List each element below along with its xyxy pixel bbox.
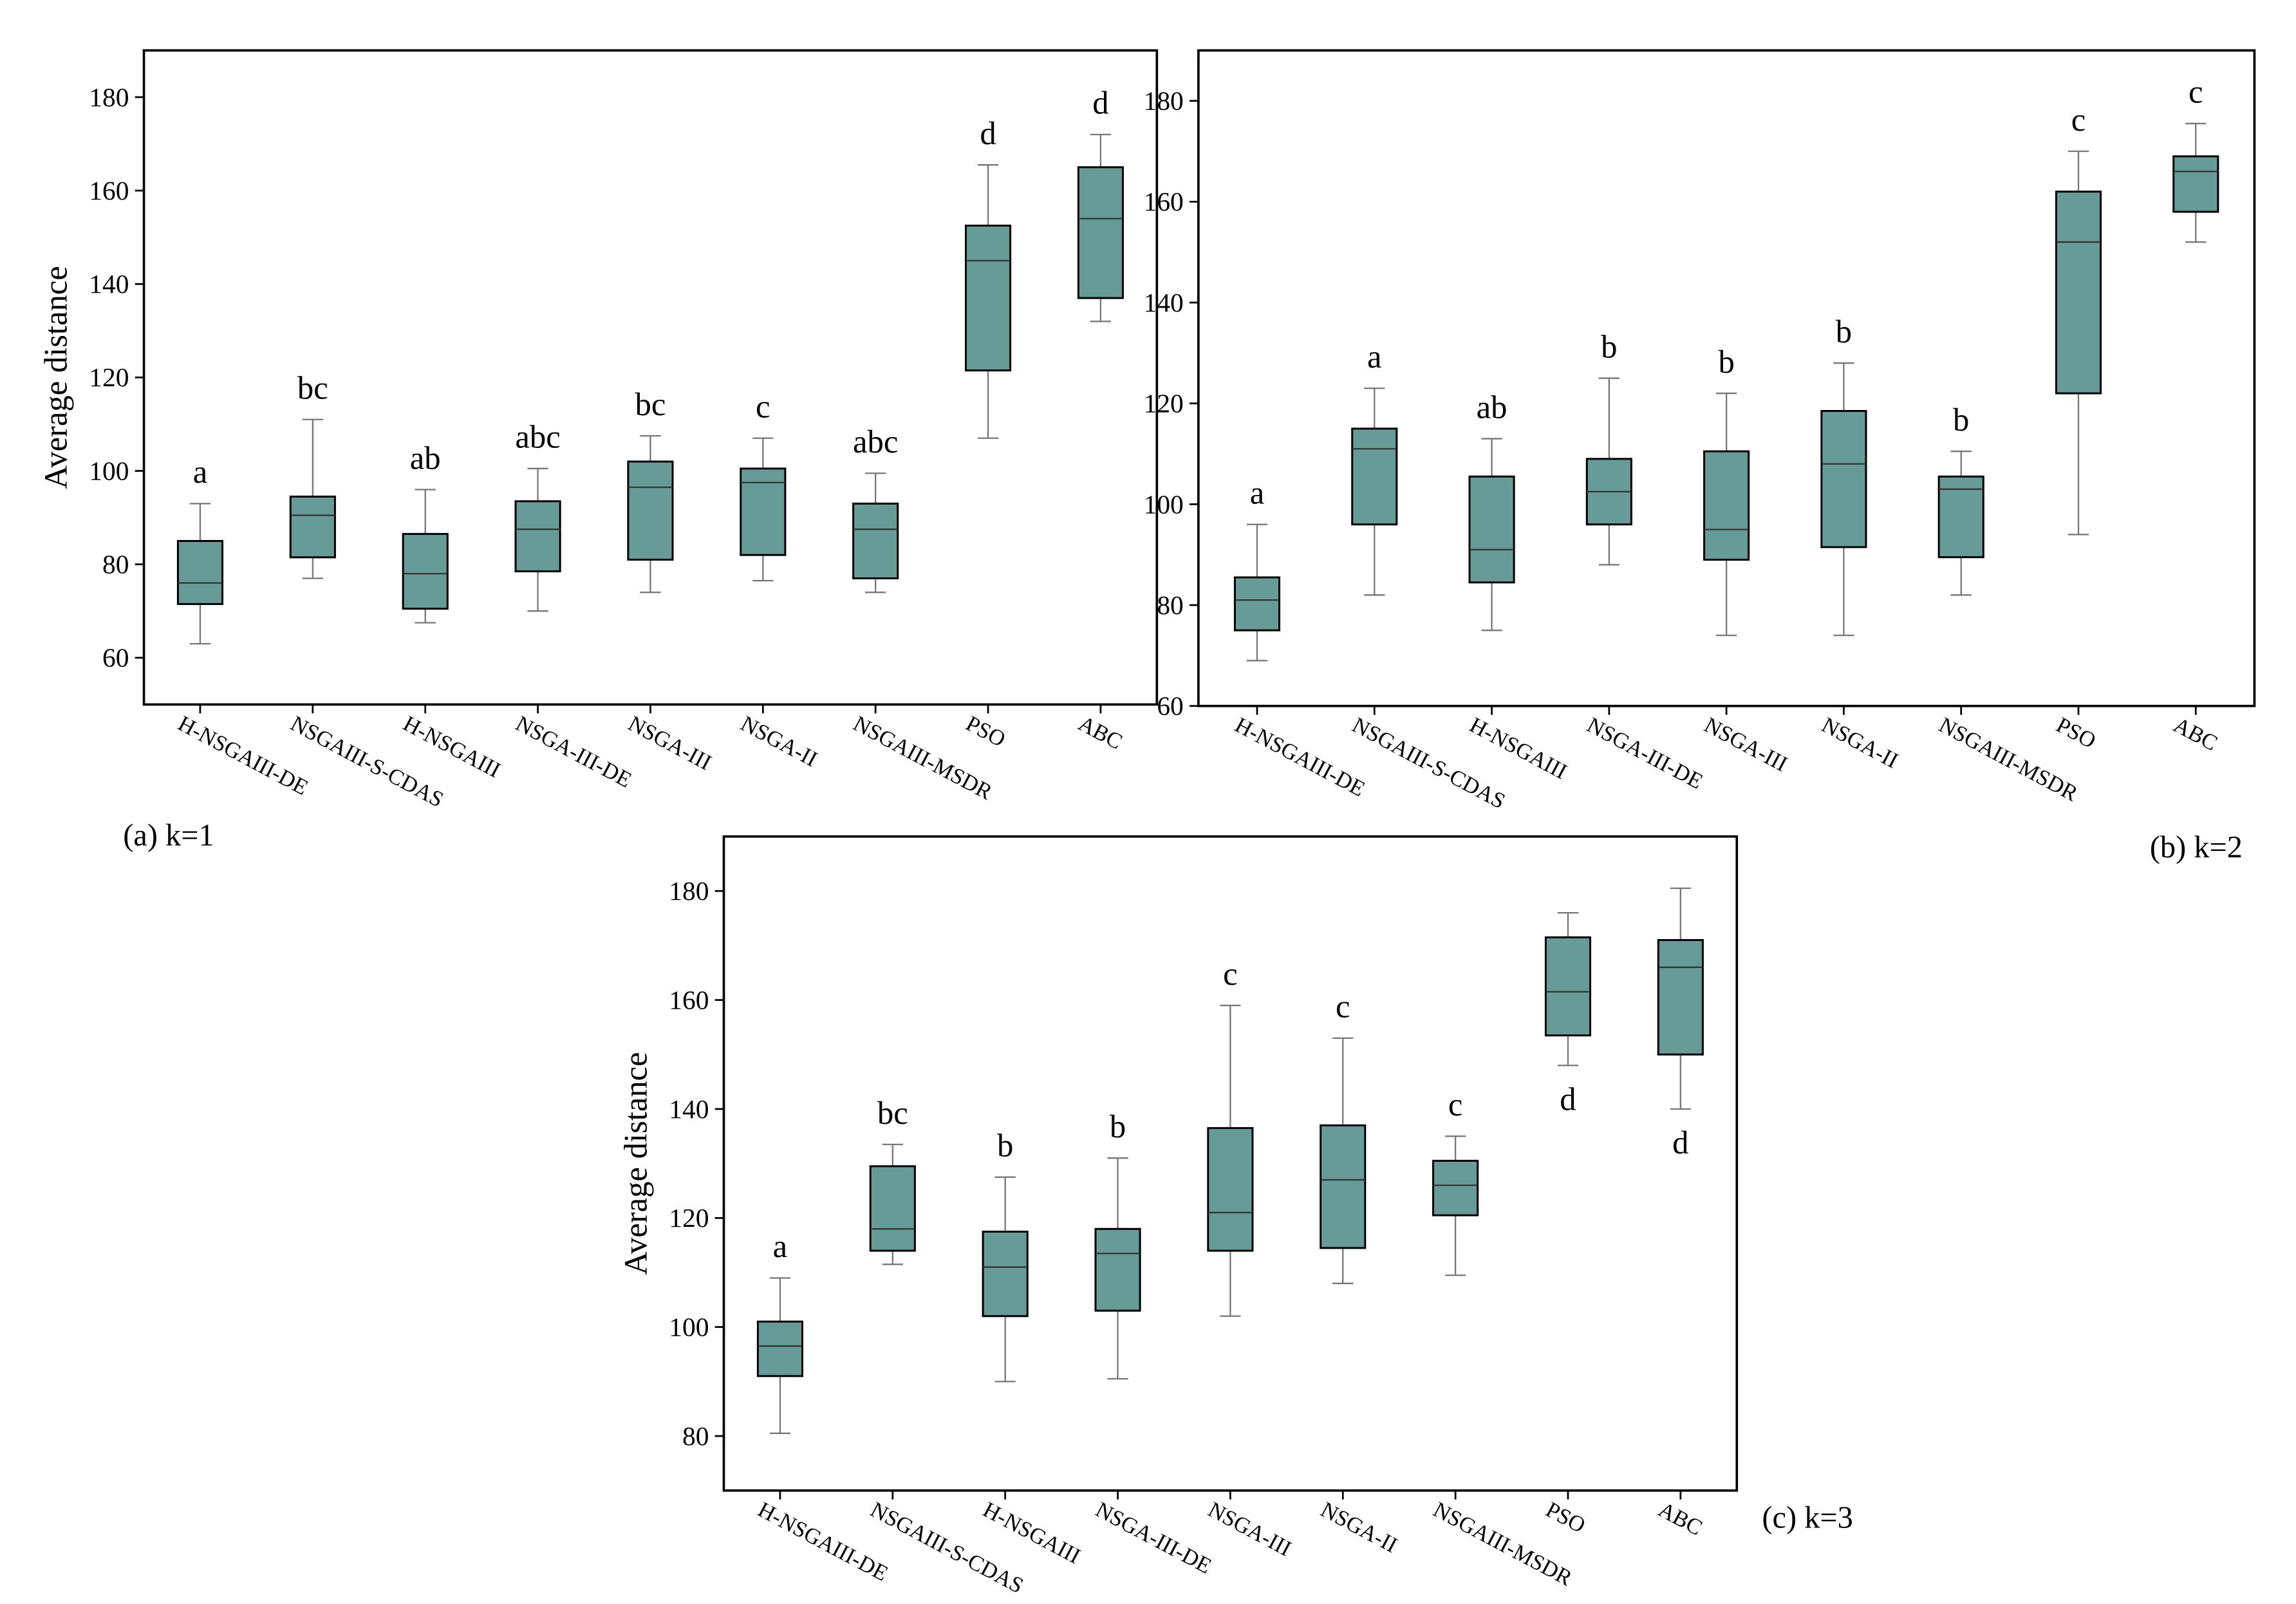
x-tick-label: NSGA-III [624, 711, 716, 775]
y-tick-label: 160 [1144, 187, 1184, 216]
significance-letter: bc [297, 369, 328, 406]
box [1320, 1124, 1367, 1249]
y-tick-label: 100 [89, 456, 129, 485]
y-tick-label: 160 [669, 985, 709, 1014]
box [1094, 1227, 1141, 1312]
x-tick-label: H-NSGAIII [1466, 713, 1571, 784]
x-tick-label: ABC [1074, 711, 1126, 754]
significance-letter: c [1336, 989, 1350, 1025]
y-tick-label: 160 [89, 176, 129, 205]
y-tick-label: 80 [682, 1421, 709, 1451]
x-tick-label: NSGA-III-DE [1583, 713, 1706, 794]
box [1432, 1159, 1479, 1217]
y-tick-label: 60 [102, 643, 129, 673]
significance-letter: a [1250, 475, 1265, 511]
significance-letter: c [2189, 74, 2203, 110]
panel-caption: (c) k=3 [1762, 1500, 1853, 1534]
significance-letter: ab [1477, 389, 1507, 425]
significance-letter: b [997, 1128, 1013, 1164]
box [964, 225, 1012, 372]
y-tick-label: 120 [669, 1203, 709, 1233]
significance-letter: b [1718, 344, 1734, 380]
y-tick-label: 80 [1157, 590, 1183, 620]
significance-letter: c [756, 389, 770, 425]
y-tick-label: 180 [669, 876, 709, 906]
x-tick-label: PSO [2052, 713, 2100, 753]
significance-letter: abc [515, 419, 560, 455]
significance-letter: bc [635, 386, 666, 422]
y-axis-label: Average distance [38, 266, 74, 489]
y-tick-label: 140 [1144, 288, 1184, 317]
significance-letter: c [2071, 102, 2086, 138]
box [982, 1231, 1029, 1318]
box [402, 533, 449, 610]
plot-frame [142, 49, 1159, 706]
y-tick-label: 140 [89, 269, 129, 299]
x-tick-label: NSGA-III [1204, 1497, 1296, 1561]
x-tick-label: H-NSGAIII [979, 1497, 1085, 1569]
x-tick-label: ABC [2170, 713, 2222, 756]
x-tick-label: H-NSGAIII [399, 711, 505, 783]
box [1544, 936, 1592, 1037]
significance-letter: a [193, 454, 207, 490]
significance-letter: d [1672, 1124, 1688, 1161]
y-tick-label: 180 [1144, 86, 1184, 116]
x-tick-label: NSGA-III [1701, 713, 1792, 776]
box [1207, 1127, 1254, 1252]
x-tick-label: NSGA-II [737, 711, 821, 772]
significance-letter: b [1601, 328, 1617, 364]
box [176, 539, 224, 605]
y-tick-label: 80 [102, 550, 129, 579]
significance-letter: a [1367, 339, 1382, 375]
box [869, 1165, 916, 1252]
significance-letter: a [773, 1228, 788, 1264]
box [1703, 450, 1750, 561]
x-tick-label: NSGA-II [1818, 713, 1902, 773]
significance-letter: bc [877, 1095, 908, 1131]
y-tick-label: 180 [89, 82, 129, 112]
significance-letter: ab [410, 440, 441, 476]
panel-caption: (a) k=1 [123, 818, 214, 852]
y-tick-label: 60 [1157, 691, 1183, 721]
y-tick-label: 100 [669, 1312, 709, 1342]
x-tick-label: NSGA-III-DE [1092, 1497, 1215, 1578]
x-tick-label: PSO [962, 711, 1009, 752]
y-axis-label: Average distance [618, 1052, 654, 1275]
box [289, 496, 336, 559]
significance-letter: d [1092, 85, 1108, 121]
significance-letter: abc [853, 424, 898, 460]
x-tick-label: PSO [1542, 1497, 1589, 1538]
box [1657, 938, 1704, 1056]
y-tick-label: 100 [1144, 489, 1184, 519]
box [1077, 166, 1124, 299]
box [514, 500, 561, 573]
y-tick-label: 120 [89, 362, 129, 392]
box [1233, 576, 1281, 631]
x-tick-label: H-NSGAIII-DE [1231, 713, 1368, 801]
box [1937, 475, 1984, 559]
box [740, 467, 787, 556]
box [756, 1320, 803, 1377]
box [1351, 427, 1398, 526]
significance-letter: c [1448, 1086, 1463, 1123]
box [1820, 409, 1867, 548]
box [852, 502, 899, 580]
significance-letter: c [1223, 956, 1238, 992]
significance-letter: d [980, 115, 996, 151]
significance-letter: b [1110, 1108, 1126, 1144]
panel-caption: (b) k=2 [2150, 830, 2243, 864]
significance-letter: b [1953, 402, 1969, 438]
significance-letter: b [1836, 313, 1852, 350]
y-tick-label: 120 [1144, 389, 1184, 418]
box [627, 460, 674, 561]
y-tick-label: 140 [669, 1094, 709, 1124]
box [1468, 475, 1515, 584]
significance-letter: d [1560, 1081, 1576, 1117]
box [2055, 191, 2102, 395]
x-tick-label: NSGA-III-DE [512, 711, 635, 792]
box [2172, 155, 2219, 213]
x-tick-label: NSGA-II [1317, 1497, 1401, 1558]
x-tick-label: ABC [1654, 1497, 1706, 1540]
